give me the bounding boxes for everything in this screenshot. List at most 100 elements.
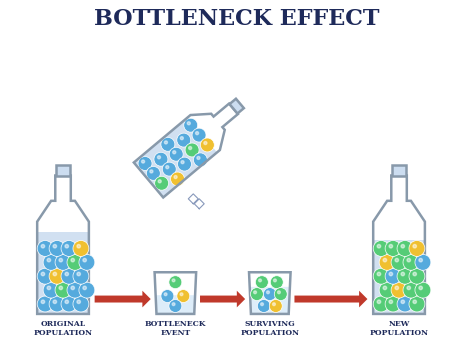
Circle shape	[162, 162, 176, 176]
Text: ORIGINAL
POPULATION: ORIGINAL POPULATION	[34, 320, 92, 337]
Circle shape	[180, 137, 183, 140]
Circle shape	[407, 258, 410, 262]
Circle shape	[61, 268, 77, 284]
Circle shape	[187, 122, 190, 125]
Circle shape	[172, 279, 175, 282]
Circle shape	[67, 255, 83, 270]
Circle shape	[138, 157, 152, 170]
Polygon shape	[37, 233, 89, 314]
Circle shape	[377, 245, 381, 248]
Circle shape	[37, 296, 53, 312]
Circle shape	[180, 293, 183, 296]
Circle shape	[254, 291, 256, 294]
Circle shape	[77, 245, 81, 248]
Circle shape	[47, 258, 51, 262]
Circle shape	[391, 282, 407, 298]
Circle shape	[377, 272, 381, 276]
Circle shape	[266, 291, 269, 294]
Circle shape	[277, 291, 280, 294]
Circle shape	[142, 160, 145, 163]
Circle shape	[174, 175, 177, 179]
Circle shape	[172, 303, 175, 306]
Circle shape	[65, 300, 69, 304]
Circle shape	[158, 180, 161, 183]
Circle shape	[385, 240, 401, 256]
Circle shape	[204, 142, 207, 144]
Circle shape	[37, 240, 53, 256]
Circle shape	[257, 300, 270, 312]
Circle shape	[65, 245, 69, 248]
Circle shape	[373, 240, 389, 256]
Circle shape	[59, 286, 63, 290]
Circle shape	[379, 255, 395, 270]
Circle shape	[397, 296, 413, 312]
Polygon shape	[134, 118, 217, 197]
Circle shape	[385, 296, 401, 312]
Circle shape	[407, 286, 410, 290]
Text: NEW
POPULATION: NEW POPULATION	[370, 320, 428, 337]
Circle shape	[409, 296, 425, 312]
Circle shape	[83, 258, 86, 262]
Circle shape	[415, 282, 431, 298]
Circle shape	[389, 300, 392, 304]
Circle shape	[77, 300, 81, 304]
Polygon shape	[155, 295, 195, 314]
Circle shape	[71, 258, 74, 262]
Circle shape	[264, 288, 276, 301]
Circle shape	[250, 288, 264, 301]
Circle shape	[413, 300, 417, 304]
Circle shape	[155, 176, 169, 190]
Circle shape	[389, 245, 392, 248]
Circle shape	[177, 133, 191, 147]
Circle shape	[269, 300, 282, 312]
Circle shape	[41, 300, 45, 304]
Circle shape	[79, 255, 95, 270]
Circle shape	[161, 137, 175, 151]
Text: BOTTLENECK EFFECT: BOTTLENECK EFFECT	[94, 8, 380, 30]
Circle shape	[178, 157, 191, 171]
Circle shape	[389, 272, 392, 276]
Circle shape	[383, 258, 387, 262]
Circle shape	[43, 255, 59, 270]
Circle shape	[154, 152, 168, 166]
Polygon shape	[392, 165, 406, 175]
Circle shape	[61, 240, 77, 256]
Circle shape	[401, 300, 404, 304]
Circle shape	[67, 282, 83, 298]
Polygon shape	[250, 287, 290, 314]
Circle shape	[49, 240, 65, 256]
Circle shape	[169, 147, 183, 161]
Circle shape	[49, 268, 65, 284]
Circle shape	[383, 286, 387, 290]
Circle shape	[415, 255, 431, 270]
Circle shape	[169, 300, 182, 312]
Circle shape	[273, 303, 275, 306]
Circle shape	[403, 282, 419, 298]
Circle shape	[161, 290, 174, 302]
Polygon shape	[373, 240, 425, 314]
Circle shape	[397, 268, 413, 284]
Circle shape	[61, 296, 77, 312]
Circle shape	[150, 170, 153, 173]
Circle shape	[164, 141, 167, 144]
Circle shape	[41, 272, 45, 276]
Circle shape	[73, 268, 89, 284]
Circle shape	[173, 151, 176, 154]
Circle shape	[166, 166, 169, 169]
Circle shape	[171, 172, 184, 186]
Circle shape	[47, 286, 51, 290]
Circle shape	[185, 143, 199, 157]
Polygon shape	[229, 99, 244, 114]
Circle shape	[43, 282, 59, 298]
Circle shape	[73, 240, 89, 256]
Circle shape	[379, 282, 395, 298]
Circle shape	[419, 286, 422, 290]
Circle shape	[193, 153, 207, 167]
Circle shape	[377, 300, 381, 304]
Circle shape	[397, 240, 413, 256]
Circle shape	[413, 245, 417, 248]
Text: SURVIVING
POPULATION: SURVIVING POPULATION	[240, 320, 299, 337]
Circle shape	[401, 245, 404, 248]
Circle shape	[41, 245, 45, 248]
Circle shape	[73, 296, 89, 312]
